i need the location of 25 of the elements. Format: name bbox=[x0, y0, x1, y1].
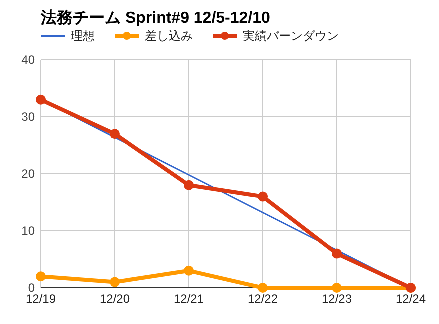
point bbox=[332, 283, 342, 293]
y-tick-label: 40 bbox=[22, 53, 36, 67]
point bbox=[110, 277, 120, 288]
legend-label: 理想 bbox=[71, 29, 95, 43]
x-tick-label: 12/23 bbox=[322, 292, 352, 306]
legend-label: 差し込み bbox=[145, 29, 193, 43]
point bbox=[332, 248, 342, 259]
y-tick-label: 0 bbox=[28, 281, 36, 295]
chart-title: 法務チーム Sprint#9 12/5-12/10 bbox=[40, 9, 271, 27]
point bbox=[258, 192, 268, 202]
x-tick-label: 12/21 bbox=[174, 292, 204, 306]
point bbox=[36, 272, 46, 282]
x-tick-label: 12/24 bbox=[396, 292, 426, 306]
y-tick-label: 10 bbox=[22, 224, 36, 238]
x-tick-label: 12/20 bbox=[100, 292, 130, 306]
point bbox=[36, 94, 46, 105]
point bbox=[184, 266, 194, 276]
point bbox=[258, 283, 268, 293]
legend-label: 実績バーンダウン bbox=[243, 29, 339, 43]
y-tick-label: 20 bbox=[22, 167, 36, 181]
x-tick-label: 12/22 bbox=[248, 292, 278, 306]
point bbox=[184, 180, 194, 190]
point bbox=[110, 129, 120, 140]
y-tick-label: 30 bbox=[22, 110, 36, 124]
x-tick-label: 12/19 bbox=[26, 292, 56, 306]
